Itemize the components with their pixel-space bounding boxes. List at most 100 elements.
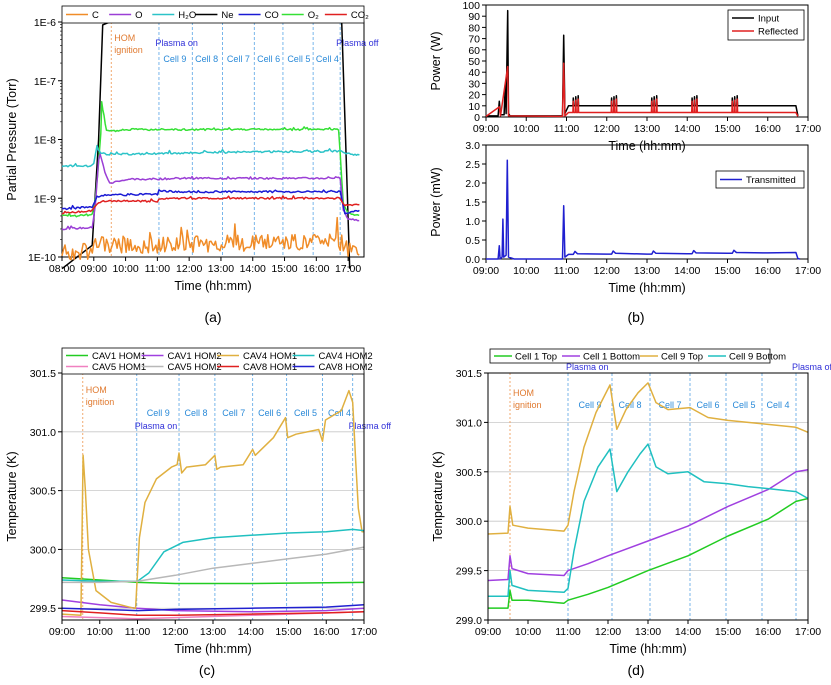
x-tick-label: 12:00 [176,263,202,275]
x-tick-label: 09:00 [49,626,75,638]
y-tick-label: 20 [468,90,480,102]
panel-label: (c) [199,662,215,678]
hom-ignition-label: HOM [114,33,135,43]
y-tick-label: 50 [468,56,480,68]
series-line-cell-1-top [488,497,809,609]
x-tick-label: 13:00 [634,265,660,277]
series-line-ne [61,21,351,270]
x-tick-label: 09:00 [475,626,501,638]
legend-entry: O₂ [308,10,319,21]
y-tick-label: 70 [468,34,480,46]
cell-label: Cell 7 [227,54,250,64]
x-tick-label: 17:00 [795,123,821,135]
cell-label: Cell 6 [257,54,280,64]
y-tick-label: 40 [468,67,480,79]
y-tick-label: 90 [468,11,480,23]
x-tick-label: 15:00 [714,123,740,135]
cell-label: Cell 9 [578,400,601,410]
plasma-on-label: Plasma on [566,362,609,372]
legend-entry: Cell 9 Top [661,352,703,363]
x-tick-label: 17:00 [351,626,377,638]
cell-label: Cell 4 [316,54,339,64]
y-tick-label: 301.5 [456,368,482,380]
x-tick-label: 10:00 [515,626,541,638]
plasma-off-label: Plasma off [336,38,379,48]
x-tick-label: 14:00 [674,265,700,277]
x-tick-label: 12:00 [595,626,621,638]
x-tick-label: 17:00 [795,265,821,277]
legend-entry: CAV1 HOM1 [92,351,146,362]
cell-label: Cell 4 [766,400,789,410]
y-tick-label: 2.0 [465,178,480,190]
x-tick-label: 09:00 [473,265,499,277]
x-tick-label: 13:00 [634,123,660,135]
x-tick-label: 13:00 [200,626,226,638]
y-tick-label: 299.0 [456,615,482,627]
panel-label: (d) [627,662,644,678]
hom-ignition-label: HOM [513,388,534,398]
cell-label: Cell 5 [732,400,755,410]
legend-entry: Cell 1 Bottom [583,352,640,363]
x-tick-label: 10:00 [112,263,138,275]
plasma-off-label: Plasma off [792,362,831,372]
y-tick-label: 1.5 [465,197,480,209]
series-line-co [61,189,360,215]
legend-entry: CO [265,10,279,21]
legend-entry: Cell 9 Bottom [729,352,786,363]
legend-box [489,348,771,364]
cell-label: Cell 7 [658,400,681,410]
y-tick-label: 299.5 [30,603,56,615]
x-tick-label: 15:00 [271,263,297,275]
cell-label: Cell 9 [163,54,186,64]
y-tick-label: 300.5 [456,467,482,479]
panel-c: 299.5 300.0 300.5 301.0 301.5 Temperature (K)… [5,347,392,678]
x-tick-label: 17:00 [795,626,821,638]
x-axis-label: Time (hh:mm) [609,642,686,656]
cell-label: Cell 5 [294,408,317,418]
y-tick-label: 1E-9 [34,193,56,205]
legend-entry: Input [758,14,779,25]
x-tick-label: 13:00 [208,263,234,275]
y-axis-label: Temperature (K) [431,451,445,541]
x-tick-label: 11:00 [145,263,171,275]
x-tick-label: 10:00 [87,626,113,638]
cell-label: Cell 8 [195,54,218,64]
x-tick-label: 16:00 [755,123,781,135]
x-tick-label: 15:00 [275,626,301,638]
hom-ignition-label: ignition [513,400,542,410]
y-tick-label: 301.5 [30,368,56,380]
legend-entry: CAV5 HOM1 [92,362,146,373]
y-tick-label: 301.0 [456,417,482,429]
y-tick-label: 1E-7 [34,76,56,88]
series-line-cav1-hom2 [61,599,365,613]
x-tick-label: 11:00 [555,626,581,638]
y-tick-label: 2.5 [465,159,480,171]
panel-label: (a) [204,309,221,325]
legend-box [61,347,365,375]
legend-entry: C [92,10,99,21]
series-line-h2o [61,144,360,168]
series-line-co2 [61,195,360,215]
y-tick-label: 0.0 [465,254,480,266]
series-line-o [61,153,360,231]
hom-ignition-label: HOM [86,385,107,395]
x-tick-label: 09:00 [473,123,499,135]
cell-label: Cell 4 [328,408,351,418]
x-tick-label: 15:00 [715,626,741,638]
series-line-cell-9-bottom [488,443,809,598]
series-line-cell-9-top [487,382,809,535]
y-tick-label: 0.5 [465,235,480,247]
y-axis-label: Temperature (K) [5,451,19,541]
y-tick-label: 300.0 [30,544,56,556]
plot-frame [487,372,809,621]
legend-box [715,170,805,189]
y-tick-label: 10 [468,101,480,113]
cell-label: Cell 9 [147,408,170,418]
series-line-cav5-hom2 [62,546,365,584]
x-tick-label: 11:00 [554,265,580,277]
y-tick-label: 1E-8 [34,135,56,147]
x-tick-label: 09:00 [81,263,107,275]
y-tick-label: 1E-6 [34,17,56,29]
y-axis-label: Power (mW) [429,167,443,236]
x-tick-label: 14:00 [675,626,701,638]
